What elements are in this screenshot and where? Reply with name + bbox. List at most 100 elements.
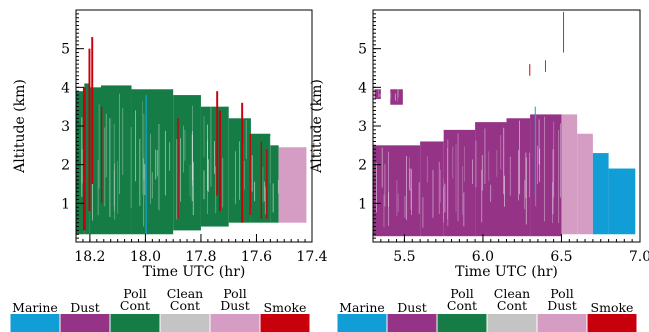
y-tick-label: 3 [358,119,367,135]
striation [538,119,540,165]
striation [184,130,186,161]
striation [113,123,115,212]
striation [490,184,492,202]
striation [396,180,398,217]
legend-label: Smoke [264,300,307,315]
y-tick-label: 2 [61,158,70,174]
aerosol-segment-dust [544,60,546,72]
striation [109,118,111,218]
aerosol-segment-poll-cont [228,118,251,223]
striation [509,156,511,196]
striation [457,133,459,222]
legend-label-line1: Poll [450,286,473,301]
striation [143,113,145,181]
striation [183,125,184,173]
striation [139,138,141,206]
legend-label: Dust [547,298,577,313]
legend-swatch-clean-cont [487,314,537,332]
legend-label: Smoke [591,300,634,315]
striation [214,141,215,174]
x-tick-label: 18.0 [130,249,161,265]
y-tick-label: 1 [358,196,367,212]
striation [379,94,381,97]
right-chart-panel: 1 2 3 4 5 5.5 6.0 6.5 7.0 Time UTC (hr) Altitude (… [309,9,649,280]
x-tick-label: 7.0 [629,249,649,265]
striation [251,155,253,192]
striation [155,149,157,180]
striation [263,181,265,202]
striation [245,120,247,159]
striation [143,158,145,227]
legend-label: Dust [220,298,250,313]
striation [410,188,412,210]
aerosol-segment-smoke [100,106,103,204]
y-tick-label: 2 [358,158,367,174]
striation [176,139,178,220]
y-tick-label: 5 [358,42,367,58]
y-tick-label: 1 [61,196,70,212]
striation [553,121,555,198]
striation [446,147,448,220]
striation [117,161,119,214]
striation [157,150,158,177]
aerosol-segment-smoke [266,149,268,219]
aerosol-segment-dust [443,129,476,237]
striation [397,89,399,98]
striation [529,152,530,198]
legend-label-line1: Clean [494,286,530,301]
aerosol-segment-poll-cont [131,89,174,235]
x-axis-label: Time UTC (hr) [143,264,246,280]
legend-label: Dust [70,300,100,315]
striation [264,186,266,215]
striation [203,116,205,158]
aerosol-segment-poll-cont [76,91,85,235]
striation [409,168,411,191]
striation [189,164,191,197]
aerosol-segment-smoke [260,141,263,219]
legend-label-line1: Poll [223,286,246,301]
legend-label-line1: Clean [167,286,203,301]
aerosol-segment-dust [373,145,421,237]
x-tick-label: 17.6 [241,249,272,265]
striation [462,166,464,215]
legend-swatch-poll-cont [110,314,160,332]
y-axis-label: Altitude (km) [309,79,325,174]
striation [422,197,424,228]
striation [481,155,483,191]
striation [397,193,399,212]
striation [388,192,390,226]
striation [472,159,473,184]
striation [97,160,99,216]
striation [388,151,389,207]
striation [378,89,380,98]
legend-label: Cont [497,298,527,313]
striation [169,142,171,171]
left-chart-panel: 1 2 3 4 5 18.2 18.0 17.8 17.6 17.4 Time UTC (hr) Al… [12,9,328,280]
legend-label: Cont [120,298,150,313]
x-tick-label: 5.5 [393,249,415,265]
striation [207,159,209,192]
striation [244,161,245,190]
striation [404,195,406,218]
striation [409,157,410,189]
aerosol-segment-poll-cont [270,145,279,223]
legend-label: Marine [12,300,58,315]
striation [519,120,520,195]
aerosol-segment-dust [390,89,403,105]
striation [463,192,465,227]
striation [269,135,271,184]
striation [164,130,166,196]
legend-label-line1: Poll [550,286,573,301]
aerosol-segment-poll-dust [577,133,593,235]
y-tick-label: 5 [61,42,70,58]
aerosol-segment-smoke [82,87,86,231]
striation [207,124,208,191]
striation [383,194,385,228]
aerosol-segment-marine [534,106,536,196]
striation [222,157,224,208]
striation [394,93,396,101]
legend-swatch-marine [337,314,387,332]
legend-label: Dust [397,300,427,315]
